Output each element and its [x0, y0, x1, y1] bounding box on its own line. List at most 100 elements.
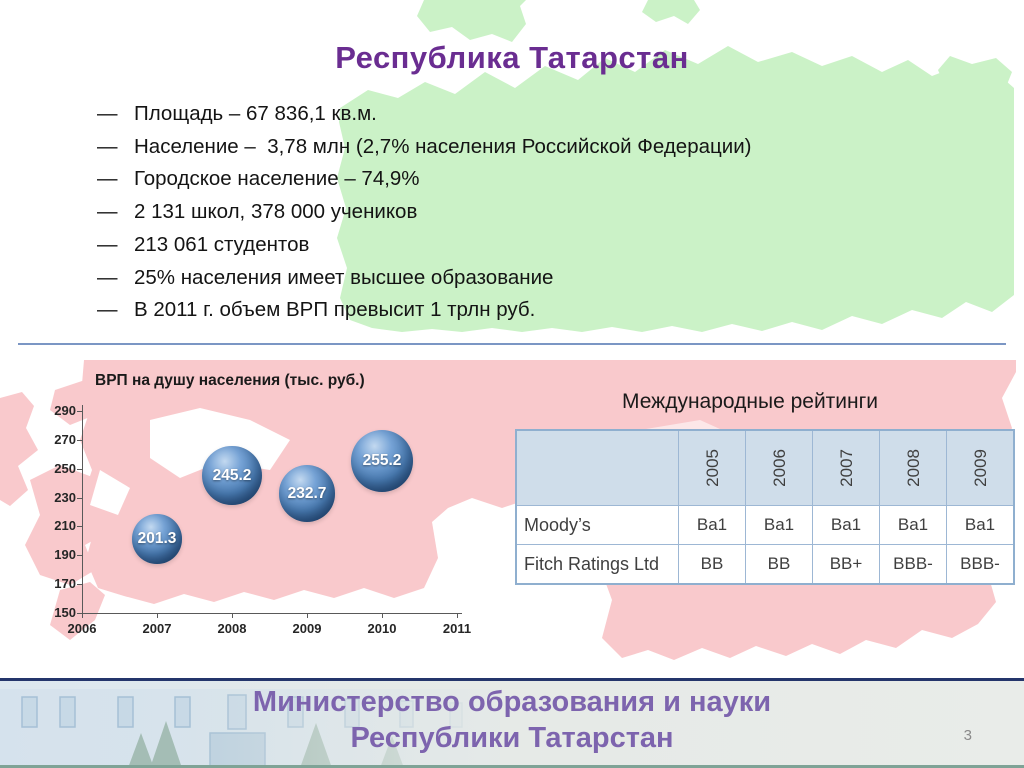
ratings-agency-label: Moody’s: [515, 505, 679, 545]
x-tick-label: 2010: [367, 621, 397, 636]
map-green-band: [337, 0, 1014, 332]
dash-marker: —: [97, 265, 118, 289]
fact-item: — Городское население – 74,9%: [97, 163, 957, 196]
ratings-year-header: 2008: [879, 429, 947, 506]
ratings-year-header: 2005: [678, 429, 746, 506]
dash-marker: —: [97, 134, 118, 158]
ratings-row: Moody’s Ba1 Ba1 Ba1 Ba1 Ba1: [515, 505, 1015, 545]
ratings-year-label: 2006: [769, 449, 789, 487]
fact-item: — В 2011 г. объем ВРП превысит 1 трлн руб…: [97, 294, 957, 327]
dash-marker: —: [97, 298, 118, 322]
ratings-value-cell: BBB-: [879, 544, 947, 585]
ratings-corner-cell: [515, 429, 679, 506]
ratings-row: Fitch Ratings Ltd BB BB BB+ BBB- BBB-: [515, 544, 1015, 585]
x-tick-label: 2011: [442, 621, 472, 636]
x-tick-label: 2008: [217, 621, 247, 636]
y-tick-mark: [77, 497, 82, 499]
ratings-value-cell: BBB-: [946, 544, 1015, 585]
fact-text: Население – 3,78 млн (2,7% населения Рос…: [134, 134, 752, 158]
x-tick-label: 2009: [292, 621, 322, 636]
data-point-label: 255.2: [362, 452, 402, 470]
ratings-year-label: 2008: [903, 449, 923, 487]
ratings-table: 2005 2006 2007 2008 2009 Moody’s Ba1 Ba1 Ba1 Ba1…: [515, 429, 1015, 585]
x-tick-label: 2007: [142, 621, 172, 636]
fact-text: Площадь – 67 836,1 кв.м.: [134, 102, 377, 125]
ratings-value-cell: BB: [745, 544, 813, 585]
dash-marker: —: [97, 200, 118, 224]
ratings-heading: Международные рейтинги: [621, 390, 879, 413]
fact-item: — 25% населения имеет высшее образование: [97, 262, 957, 295]
y-tick-label: 190: [54, 547, 76, 563]
x-tick-mark: [82, 613, 83, 618]
ratings-value-cell: Ba1: [946, 505, 1015, 545]
y-tick-label: 290: [54, 403, 76, 418]
ratings-value-cell: Ba1: [812, 505, 880, 545]
ratings-value-cell: Ba1: [745, 505, 813, 545]
data-point-label: 232.7: [287, 484, 327, 502]
x-tick-mark: [307, 613, 308, 618]
x-tick-mark: [382, 613, 383, 618]
y-tick-label: 250: [54, 460, 76, 476]
fact-item: — 213 061 студентов: [97, 229, 957, 262]
y-tick-label: 270: [54, 431, 76, 447]
y-tick-mark: [77, 468, 82, 470]
dash-marker: —: [97, 232, 118, 256]
divider-line: [18, 343, 1006, 345]
footer-title-line2: Республики Татарстан: [350, 722, 674, 754]
fact-text: 2 131 школ, 378 000 учеников: [134, 200, 418, 224]
ratings-year-header: 2006: [745, 429, 813, 506]
ratings-year-label: 2009: [970, 449, 990, 487]
y-tick-mark: [77, 411, 82, 412]
dash-marker: —: [97, 102, 118, 125]
y-tick-label: 210: [54, 518, 76, 534]
x-tick-mark: [457, 613, 458, 618]
ratings-agency-label: Fitch Ratings Ltd: [515, 544, 679, 585]
dash-marker: —: [97, 167, 118, 191]
footer-bar: Министерство образования и науки Республ…: [0, 678, 1024, 768]
data-point-bubble: 201.3: [132, 514, 182, 564]
y-tick-mark: [77, 613, 82, 614]
photo-fade-overlay: [0, 681, 540, 768]
x-tick-label: 2006: [67, 621, 97, 636]
y-tick-mark: [77, 526, 82, 528]
y-tick-mark: [77, 555, 82, 557]
ratings-year-header: 2009: [946, 429, 1015, 506]
ratings-header-row: 2005 2006 2007 2008 2009: [515, 429, 1015, 506]
chart-y-axis: [82, 405, 83, 613]
ratings-value-cell: BB: [678, 544, 746, 585]
y-tick-label: 230: [54, 489, 76, 505]
footer-bottom-stripe: [0, 765, 1024, 768]
fact-list: — Площадь – 67 836,1 кв.м. — Население – 3,…: [97, 98, 957, 327]
footer-title-line1: Министерство образования и науки: [252, 686, 772, 718]
chart-title: ВРП на душу населения (тыс. руб.): [95, 372, 365, 389]
ratings-table-container: 2005 2006 2007 2008 2009 Moody’s Ba1 Ba1 Ba1 Ba1…: [515, 429, 1015, 585]
data-point-label: 201.3: [137, 529, 177, 547]
fact-text: В 2011 г. объем ВРП превысит 1 трлн руб.: [134, 298, 536, 322]
ratings-value-cell: Ba1: [879, 505, 947, 545]
ratings-year-label: 2007: [836, 449, 856, 487]
page-title: Республика Татарстан: [335, 40, 689, 75]
fact-item: — Население – 3,78 млн (2,7% населения Ро…: [97, 131, 957, 164]
fact-item: — 2 131 школ, 378 000 учеников: [97, 196, 957, 229]
data-point-bubble: 255.2: [351, 430, 413, 493]
fact-text: 25% населения имеет высшее образование: [134, 265, 554, 289]
fact-item: — Площадь – 67 836,1 кв.м.: [97, 98, 957, 131]
y-tick-mark: [77, 584, 82, 586]
x-tick-mark: [157, 613, 158, 618]
footer-title: Министерство образования и науки Республ…: [0, 684, 1024, 756]
fact-text: Городское население – 74,9%: [134, 167, 420, 191]
y-tick-label: 150: [54, 605, 76, 620]
data-point-bubble: 232.7: [278, 465, 336, 522]
fact-text: 213 061 студентов: [134, 232, 310, 256]
ratings-value-cell: BB+: [812, 544, 880, 585]
data-point-bubble: 245.2: [202, 445, 262, 506]
data-point-label: 245.2: [212, 466, 252, 484]
ratings-year-label: 2005: [702, 449, 722, 487]
x-tick-mark: [232, 613, 233, 618]
page-number: 3: [963, 727, 972, 744]
y-tick-label: 170: [54, 576, 76, 592]
ratings-year-header: 2007: [812, 429, 880, 506]
y-tick-mark: [77, 439, 82, 441]
